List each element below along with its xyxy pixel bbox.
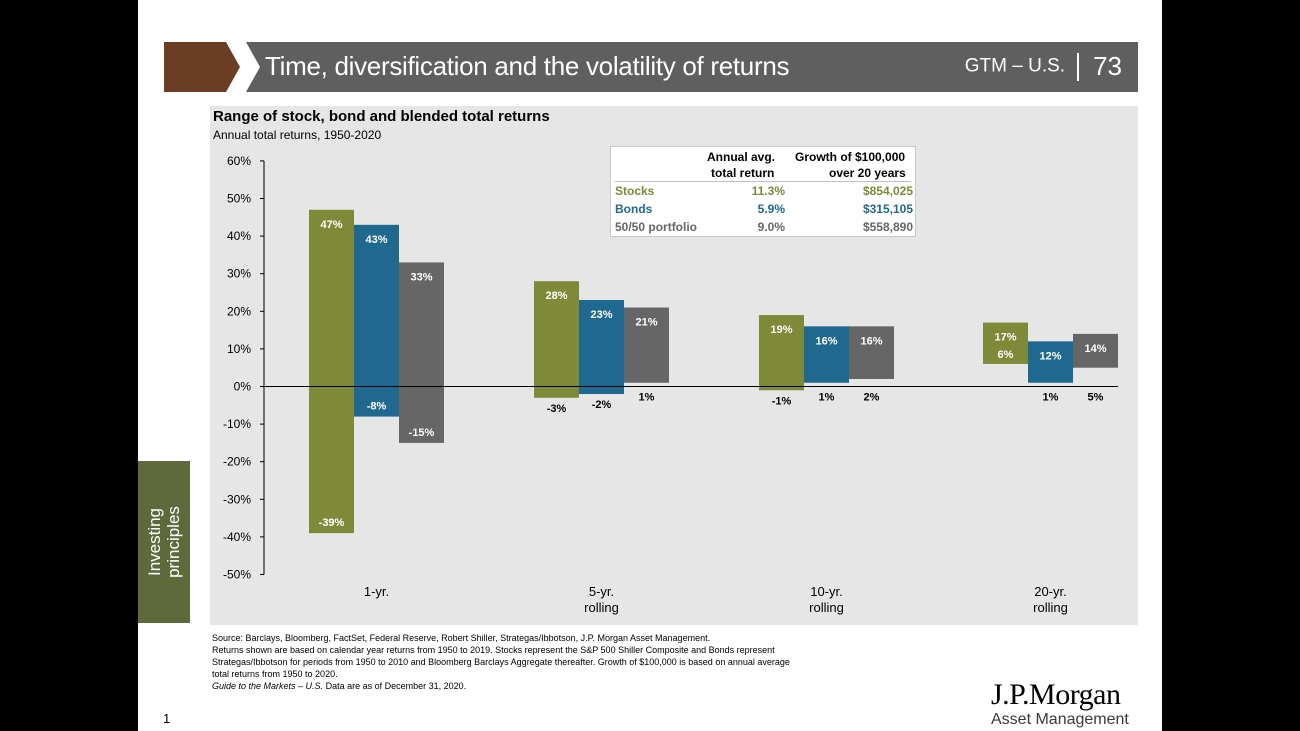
x-category-label: rolling xyxy=(1033,600,1068,615)
y-tick-label: 20% xyxy=(227,304,251,318)
source-notes: Source: Barclays, Bloomberg, FactSet, Fe… xyxy=(212,632,972,692)
max-value-label: 47% xyxy=(320,219,342,231)
range-bar xyxy=(804,326,849,383)
source-line: Strategas/Ibbotson for periods from 1950… xyxy=(212,657,790,667)
page-number: 73 xyxy=(1093,51,1122,81)
chart-title: Range of stock, bond and blended total r… xyxy=(213,108,550,125)
max-value-label: 16% xyxy=(815,335,837,347)
range-chart: -50% -40% -30% -20% -10% 0% 10% 20% 30% 40% 50% 60%… xyxy=(223,154,1118,615)
range-bar xyxy=(579,300,624,395)
source-line: Guide to the Markets – U.S. Data are as … xyxy=(212,680,972,692)
table-row-stocks-label: Stocks xyxy=(615,184,655,198)
max-value-label: 17% xyxy=(994,332,1016,344)
x-category-label: rolling xyxy=(584,600,619,615)
table-row-bonds-label: Bonds xyxy=(615,202,653,216)
header-separator xyxy=(1077,52,1080,81)
max-value-label: 23% xyxy=(590,309,612,321)
min-value-label: 6% xyxy=(998,349,1014,361)
table-row-stocks-growth: $854,025 xyxy=(862,184,913,198)
min-value-label: 2% xyxy=(864,392,880,404)
min-value-label: -8% xyxy=(367,401,387,413)
asset-management-label: Asset Management xyxy=(991,711,1129,728)
y-tick-label: -10% xyxy=(223,417,251,431)
source-line: Source: Barclays, Bloomberg, FactSet, Fe… xyxy=(212,633,711,643)
table-row-bonds-avg: 5.9% xyxy=(757,202,785,216)
range-bar xyxy=(309,209,354,534)
range-bar xyxy=(1073,333,1118,368)
range-bar xyxy=(534,281,579,398)
table-row-portfolio-label: 50/50 portfolio xyxy=(615,220,698,234)
y-tick-label: 60% xyxy=(227,154,251,168)
jpmorgan-logo: J.P.Morgan xyxy=(991,678,1121,711)
summary-table: Annual avg. total return Growth of $100,… xyxy=(610,146,916,237)
side-tab: Investing principles xyxy=(138,461,190,623)
slide: Time, diversification and the volatility… xyxy=(138,0,1162,731)
min-value-label: -2% xyxy=(592,399,612,411)
slide-number: 1 xyxy=(163,711,171,726)
min-value-label: 5% xyxy=(1088,392,1104,404)
max-value-label: 33% xyxy=(410,271,432,283)
range-bar xyxy=(624,307,669,383)
y-tick-label: -40% xyxy=(223,530,251,544)
y-tick-label: -30% xyxy=(223,492,251,506)
max-value-label: 12% xyxy=(1039,350,1061,362)
table-header-growth-2: over 20 years xyxy=(829,166,906,180)
x-category-label: rolling xyxy=(809,600,844,615)
min-value-label: -39% xyxy=(319,517,345,529)
slide-title: Time, diversification and the volatility… xyxy=(265,51,790,81)
x-category-label: 1-yr. xyxy=(364,584,389,599)
min-value-label: 1% xyxy=(639,392,655,404)
y-tick-label: 50% xyxy=(227,192,251,206)
y-tick-label: 30% xyxy=(227,267,251,281)
table-rule xyxy=(615,181,911,182)
range-bar xyxy=(849,326,894,379)
max-value-label: 16% xyxy=(860,335,882,347)
source-line: Returns shown are based on calendar year… xyxy=(212,645,775,655)
range-bar xyxy=(354,224,399,417)
header-accent xyxy=(164,42,226,92)
y-tick-label: -20% xyxy=(223,455,251,469)
x-category-label: 20-yr. xyxy=(1034,584,1067,599)
max-value-label: 28% xyxy=(545,290,567,302)
min-value-label: -15% xyxy=(409,427,435,439)
max-value-label: 19% xyxy=(770,324,792,336)
table-row-stocks-avg: 11.3% xyxy=(751,184,785,198)
guide-date: Data are as of December 31, 2020. xyxy=(323,681,467,691)
range-bar xyxy=(1028,341,1073,383)
x-category-label: 5-yr. xyxy=(589,584,614,599)
table-header-avg-2: total return xyxy=(711,166,775,180)
y-tick-label: -50% xyxy=(223,568,251,582)
y-tick-label: 10% xyxy=(227,342,251,356)
range-bar xyxy=(759,315,804,391)
range-bar xyxy=(983,322,1028,364)
min-value-label: 1% xyxy=(819,392,835,404)
guide-title: Guide to the Markets – U.S. xyxy=(212,681,324,691)
max-value-label: 21% xyxy=(635,317,657,329)
table-row-portfolio-growth: $558,890 xyxy=(862,220,913,234)
header-right: GTM – U.S. 73 xyxy=(965,51,1122,82)
min-value-label: -1% xyxy=(772,395,792,407)
max-value-label: 43% xyxy=(365,234,387,246)
range-bar xyxy=(399,262,444,443)
max-value-label: 14% xyxy=(1084,343,1106,355)
header-chevron xyxy=(226,42,240,92)
min-value-label: 1% xyxy=(1043,392,1059,404)
section-label: GTM – U.S. xyxy=(964,55,1066,77)
table-row-portfolio-avg: 9.0% xyxy=(757,220,785,234)
table-header-growth-1: Growth of $100,000 xyxy=(795,150,906,164)
x-category-label: 10-yr. xyxy=(810,584,843,599)
min-value-label: -3% xyxy=(547,403,567,415)
y-tick-label: 40% xyxy=(227,229,251,243)
header-bar xyxy=(246,42,1138,92)
y-tick-label: 0% xyxy=(234,380,252,394)
table-row-bonds-growth: $315,105 xyxy=(862,202,913,216)
source-line: total returns from 1950 to 2020. xyxy=(212,669,338,679)
chart-subtitle: Annual total returns, 1950-2020 xyxy=(213,128,382,142)
table-header-avg-1: Annual avg. xyxy=(707,150,776,164)
